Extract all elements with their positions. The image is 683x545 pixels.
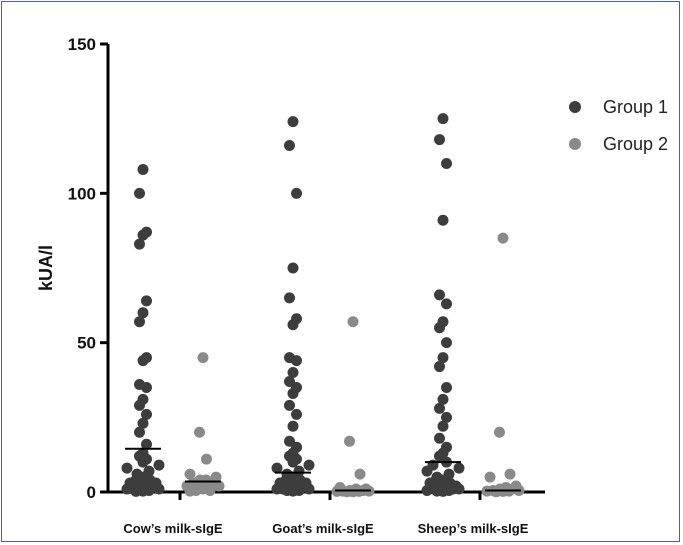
data-point bbox=[287, 420, 299, 432]
data-point bbox=[490, 486, 502, 498]
data-point bbox=[303, 459, 315, 471]
data-point bbox=[347, 316, 359, 328]
data-point bbox=[137, 163, 149, 175]
data-point bbox=[434, 289, 445, 301]
data-point bbox=[421, 465, 433, 477]
data-point bbox=[437, 393, 449, 405]
y-axis-title: kUA/l bbox=[36, 245, 56, 291]
data-point bbox=[344, 435, 355, 447]
data-point bbox=[271, 462, 283, 474]
data-point bbox=[434, 322, 445, 334]
category-label: Cow’s milk-sIgE bbox=[123, 521, 223, 536]
data-point bbox=[134, 426, 145, 438]
data-point bbox=[287, 319, 299, 331]
data-point bbox=[437, 352, 449, 364]
data-point bbox=[291, 355, 302, 367]
data-point bbox=[434, 402, 445, 414]
data-point bbox=[213, 480, 225, 492]
y-tick-label: 100 bbox=[68, 184, 96, 203]
data-point bbox=[137, 355, 149, 367]
y-ticks: 0 50 100 150 bbox=[68, 35, 108, 502]
data-point bbox=[441, 411, 452, 423]
y-axis: kUA/l bbox=[36, 44, 110, 492]
category-label: Sheep’s milk-sIgE bbox=[418, 521, 529, 536]
data-point bbox=[134, 187, 145, 199]
data-points bbox=[121, 113, 525, 498]
y-tick-label: 50 bbox=[77, 334, 96, 353]
data-point bbox=[284, 140, 295, 152]
data-point bbox=[141, 381, 152, 393]
data-point bbox=[194, 426, 205, 438]
data-point bbox=[137, 417, 149, 429]
data-point bbox=[437, 485, 449, 497]
data-point bbox=[141, 408, 152, 420]
data-point bbox=[130, 485, 142, 497]
data-point bbox=[287, 387, 299, 399]
data-point bbox=[153, 483, 165, 495]
data-point bbox=[134, 316, 145, 328]
data-point bbox=[184, 485, 196, 497]
data-point bbox=[437, 420, 449, 432]
data-point bbox=[121, 483, 133, 495]
data-point bbox=[204, 485, 216, 497]
data-point bbox=[141, 438, 152, 450]
y-tick-label: 0 bbox=[87, 483, 96, 502]
data-point bbox=[434, 134, 445, 146]
data-point bbox=[484, 471, 496, 483]
legend-marker bbox=[569, 101, 581, 113]
data-point bbox=[494, 426, 505, 438]
data-point bbox=[303, 483, 315, 495]
data-point bbox=[287, 485, 299, 497]
data-point bbox=[434, 432, 445, 444]
legend-label: Group 1 bbox=[603, 97, 668, 117]
data-point bbox=[437, 113, 449, 125]
data-point bbox=[497, 232, 509, 244]
y-tick-label: 150 bbox=[68, 35, 96, 54]
data-point bbox=[453, 462, 465, 474]
data-point bbox=[134, 238, 145, 250]
data-point bbox=[437, 214, 449, 226]
data-point bbox=[347, 486, 359, 498]
data-point bbox=[137, 229, 149, 241]
data-point bbox=[287, 367, 299, 379]
data-point bbox=[291, 408, 302, 420]
data-point bbox=[441, 337, 452, 349]
data-point bbox=[121, 462, 133, 474]
data-point bbox=[287, 456, 299, 468]
data-point bbox=[287, 116, 299, 128]
data-point bbox=[271, 483, 283, 495]
data-point bbox=[291, 187, 302, 199]
legend-label: Group 2 bbox=[603, 134, 668, 154]
data-point bbox=[441, 381, 452, 393]
data-point bbox=[284, 292, 295, 304]
median-lines bbox=[125, 447, 521, 492]
data-point bbox=[441, 298, 452, 310]
data-point bbox=[153, 459, 165, 471]
x-categories: Cow’s milk-sIgE Goat’s milk-sIgE Sheep’s m… bbox=[123, 492, 529, 536]
category-label: Goat’s milk-sIgE bbox=[272, 521, 374, 536]
data-point bbox=[434, 361, 445, 373]
data-point bbox=[441, 157, 452, 169]
data-point bbox=[197, 352, 209, 364]
data-point bbox=[287, 262, 299, 274]
data-point bbox=[453, 483, 465, 495]
data-point bbox=[284, 399, 295, 411]
data-point bbox=[134, 399, 145, 411]
data-point bbox=[354, 468, 366, 480]
data-point bbox=[137, 456, 149, 468]
legend-marker bbox=[569, 138, 581, 150]
data-point bbox=[201, 453, 212, 465]
data-point bbox=[184, 468, 196, 480]
data-point bbox=[137, 307, 149, 319]
data-point bbox=[504, 468, 516, 480]
data-point bbox=[141, 295, 152, 307]
data-point bbox=[421, 485, 433, 497]
legend: Group 1 Group 2 bbox=[569, 97, 668, 154]
